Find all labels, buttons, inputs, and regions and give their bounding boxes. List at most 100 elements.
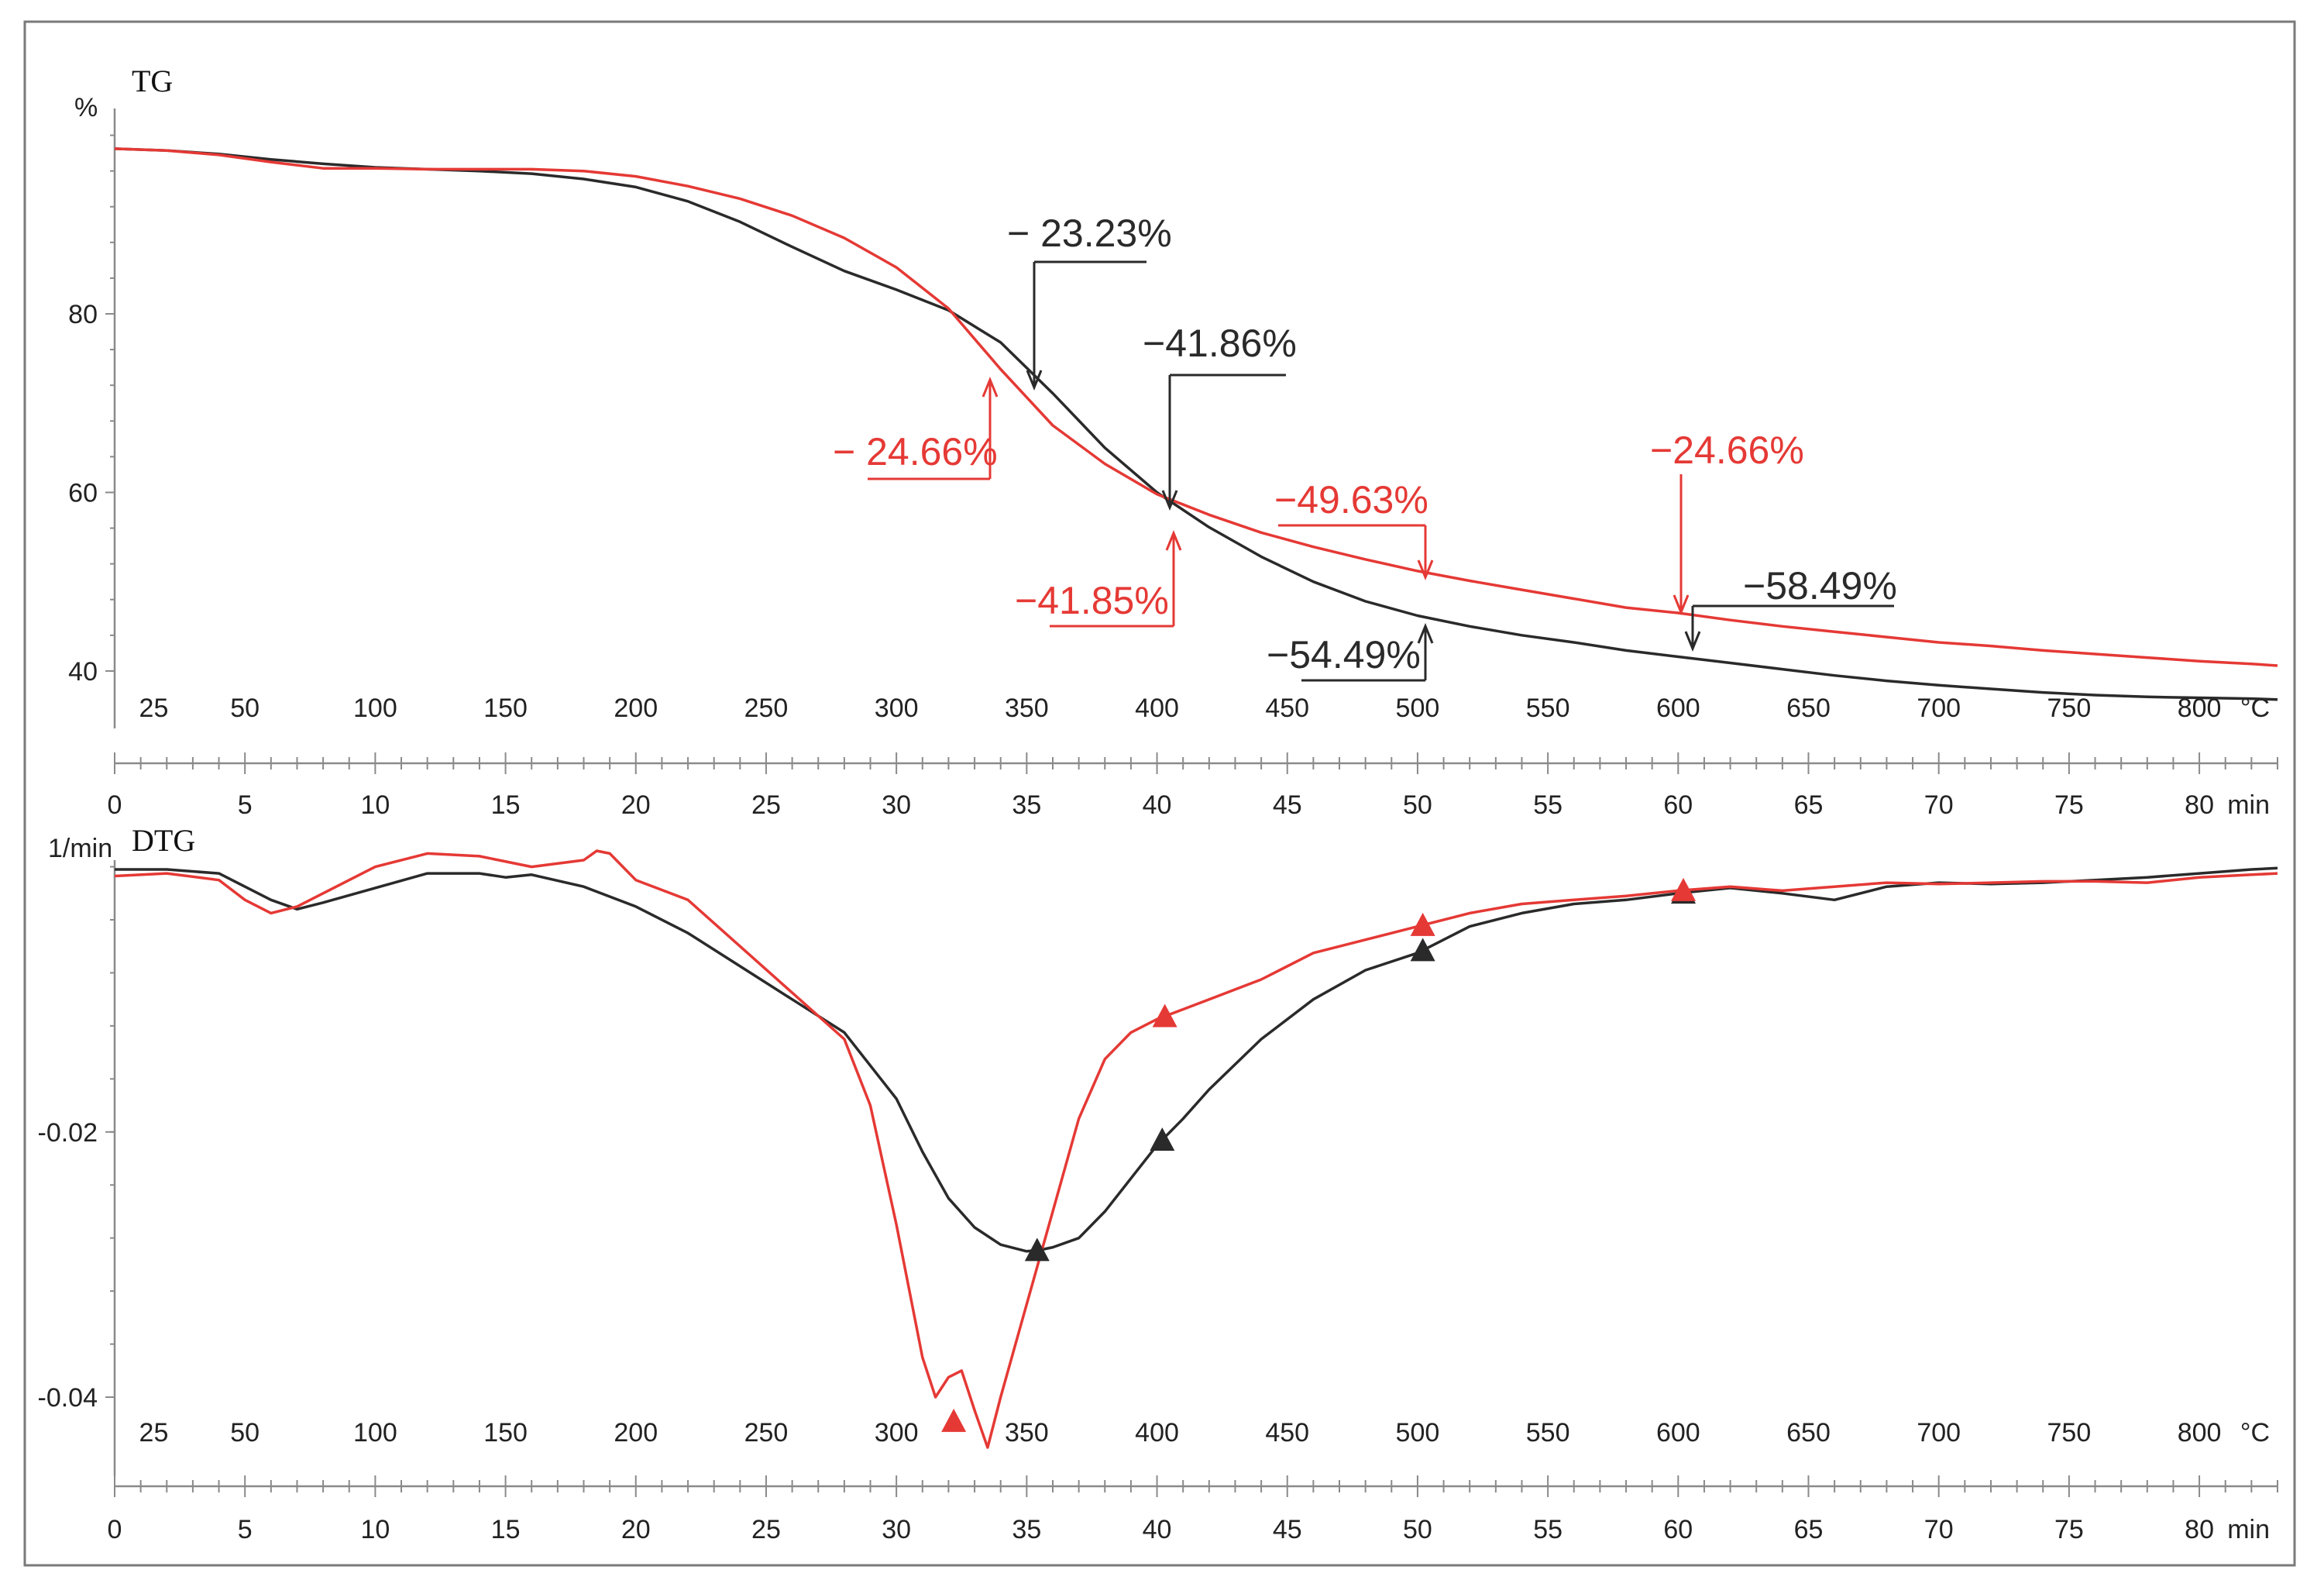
dtg-temp-tick-label: 550 bbox=[1526, 1418, 1570, 1448]
tg-temp-tick-label: 250 bbox=[744, 694, 789, 723]
tg-mass-loss-label: − 24.66% bbox=[833, 430, 998, 473]
dtg-black-marker bbox=[1024, 1238, 1050, 1262]
dtg-temp-tick-label: 650 bbox=[1786, 1418, 1831, 1448]
tg-y-tick-label: 80 bbox=[68, 300, 98, 329]
dtg-y-ticks: -0.02 -0.04 bbox=[38, 866, 115, 1413]
dtg-temp-tick-label: 700 bbox=[1917, 1418, 1961, 1448]
dtg-temp-tick-label: 100 bbox=[353, 1418, 397, 1448]
tg-temp-tick-label: 500 bbox=[1396, 694, 1440, 723]
tg-temp-tick-label: 550 bbox=[1526, 694, 1570, 723]
tg-temp-tick-label: 300 bbox=[875, 694, 919, 723]
dtg-time-tick-label: 65 bbox=[1794, 1515, 1824, 1544]
dtg-red-marker bbox=[1671, 877, 1697, 901]
tg-temp-tick-label: 200 bbox=[614, 694, 658, 723]
dtg-time-tick-label: 40 bbox=[1143, 1515, 1172, 1544]
tg-annotation-arrowhead bbox=[1026, 370, 1043, 391]
dtg-time-tick-label: 30 bbox=[882, 1515, 911, 1544]
tg-mass-loss-label: −49.63% bbox=[1274, 478, 1428, 522]
dtg-red-marker bbox=[941, 1408, 967, 1432]
dtg-temp-tick-label: 250 bbox=[744, 1418, 789, 1448]
dtg-markers bbox=[941, 877, 1697, 1432]
dtg-y-tick-label: -0.04 bbox=[38, 1383, 98, 1413]
dtg-red-marker bbox=[1152, 1003, 1177, 1028]
tg-time-unit: min bbox=[2227, 790, 2270, 820]
dtg-temp-tick-label: 350 bbox=[1005, 1418, 1049, 1448]
dtg-panel: DTG 1/min -0.02-0.04 25 50 100 150 200 250 300… bbox=[38, 823, 2278, 1544]
tg-annotation-arrowhead bbox=[1673, 594, 1690, 615]
dtg-temp-tick-label: 150 bbox=[483, 1418, 528, 1448]
tg-temp-tick-label: 700 bbox=[1917, 694, 1961, 723]
dtg-temp-unit: °C bbox=[2240, 1418, 2270, 1448]
dtg-time-tick-label: 0 bbox=[108, 1515, 122, 1544]
dtg-temp-tick-label: 400 bbox=[1135, 1418, 1179, 1448]
dtg-time-tick-label: 60 bbox=[1663, 1515, 1693, 1544]
tg-time-tick-label: 20 bbox=[621, 790, 651, 820]
tg-time-tick-label: 0 bbox=[108, 790, 122, 820]
tg-temp-tick-label: 50 bbox=[230, 694, 260, 723]
tg-y-tick-label: 40 bbox=[68, 657, 98, 687]
dtg-temp-tick-label: 25 bbox=[139, 1418, 169, 1448]
tg-time-axis: 0 5 10 15 20 25 30 35 40 45 50 55 60 65 70 75 80 min bbox=[108, 752, 2278, 820]
dtg-black-marker bbox=[1150, 1127, 1175, 1152]
tg-black-series-line bbox=[114, 147, 2278, 701]
dtg-temp-tick-label: 300 bbox=[875, 1418, 919, 1448]
tg-time-tick-label: 15 bbox=[491, 790, 521, 820]
dtg-time-axis: 0 5 10 15 20 25 30 35 40 45 50 55 60 65 70 75 80 min bbox=[108, 1475, 2278, 1544]
tg-series-group bbox=[114, 147, 2278, 701]
dtg-time-tick-label: 35 bbox=[1012, 1515, 1041, 1544]
tg-mass-loss-label: −58.49% bbox=[1743, 564, 1897, 608]
dtg-time-tick-label: 15 bbox=[491, 1515, 521, 1544]
tg-temp-tick-label: 150 bbox=[483, 694, 528, 723]
dtg-temperature-axis: 25 50 100 150 200 250 300 350 400 450 500 550 600 650… bbox=[139, 1418, 2270, 1448]
tg-time-tick-label: 75 bbox=[2054, 790, 2084, 820]
tg-temp-tick-label: 400 bbox=[1135, 694, 1179, 723]
tg-annotation-arrowhead bbox=[982, 377, 999, 398]
tg-time-tick-label: 65 bbox=[1794, 790, 1824, 820]
dtg-series-group bbox=[114, 849, 2278, 1449]
tg-annotation-arrowhead bbox=[1165, 530, 1182, 551]
dtg-temp-tick-label: 800 bbox=[2178, 1418, 2222, 1448]
tg-annotations: − 23.23% −41.86% −54.49% −58.49% − 24.66% −41… bbox=[833, 212, 1897, 682]
dtg-temp-tick-label: 200 bbox=[614, 1418, 658, 1448]
dtg-time-tick-label: 70 bbox=[1924, 1515, 1954, 1544]
tg-y-tick-label: 60 bbox=[68, 478, 98, 508]
dtg-time-unit: min bbox=[2227, 1515, 2270, 1544]
tg-annotation-arrowhead bbox=[1417, 623, 1434, 644]
dtg-time-tick-label: 25 bbox=[751, 1515, 781, 1544]
tg-red-series-line bbox=[114, 147, 2278, 667]
dtg-time-tick-label: 45 bbox=[1273, 1515, 1302, 1544]
tg-time-tick-label: 25 bbox=[751, 790, 781, 820]
dtg-time-tick-label: 80 bbox=[2185, 1515, 2214, 1544]
tg-panel-title: TG bbox=[132, 64, 173, 98]
tg-temperature-axis: 25 50 100 150 200 250 300 350 400 450 500 550 600 650… bbox=[139, 694, 2270, 723]
tg-time-tick-label: 45 bbox=[1273, 790, 1302, 820]
tg-time-tick-label: 35 bbox=[1012, 790, 1041, 820]
tg-temp-tick-label: 100 bbox=[353, 694, 397, 723]
tg-annotation-arrowhead bbox=[1684, 631, 1701, 652]
tg-time-tick-label: 70 bbox=[1924, 790, 1954, 820]
dtg-temp-tick-label: 750 bbox=[2047, 1418, 2092, 1448]
dtg-time-tick-label: 20 bbox=[621, 1515, 651, 1544]
dtg-temp-tick-label: 600 bbox=[1656, 1418, 1700, 1448]
tg-temp-tick-label: 600 bbox=[1656, 694, 1700, 723]
dtg-temp-tick-label: 450 bbox=[1265, 1418, 1309, 1448]
tg-temp-tick-label: 25 bbox=[139, 694, 169, 723]
tg-temp-tick-label: 450 bbox=[1265, 694, 1309, 723]
figure-frame bbox=[23, 20, 2296, 1567]
tg-temp-tick-label: 650 bbox=[1786, 694, 1831, 723]
tg-temp-tick-label: 350 bbox=[1005, 694, 1049, 723]
dtg-time-tick-label: 5 bbox=[238, 1515, 253, 1544]
tg-time-tick-label: 60 bbox=[1663, 790, 1693, 820]
tg-time-tick-label: 30 bbox=[882, 790, 911, 820]
dtg-black-marker bbox=[1410, 938, 1435, 962]
tg-y-ticks: 80 60 40 bbox=[68, 134, 115, 687]
dtg-temp-tick-label: 50 bbox=[230, 1418, 260, 1448]
dtg-red-series-line bbox=[114, 849, 2278, 1449]
tg-time-tick-label: 80 bbox=[2185, 790, 2214, 820]
dtg-time-tick-label: 10 bbox=[360, 1515, 390, 1544]
tg-y-unit-label: % bbox=[74, 93, 98, 122]
tg-time-tick-label: 40 bbox=[1143, 790, 1172, 820]
dtg-y-tick-label: -0.02 bbox=[38, 1118, 98, 1148]
tg-mass-loss-label: − 23.23% bbox=[1007, 212, 1172, 255]
